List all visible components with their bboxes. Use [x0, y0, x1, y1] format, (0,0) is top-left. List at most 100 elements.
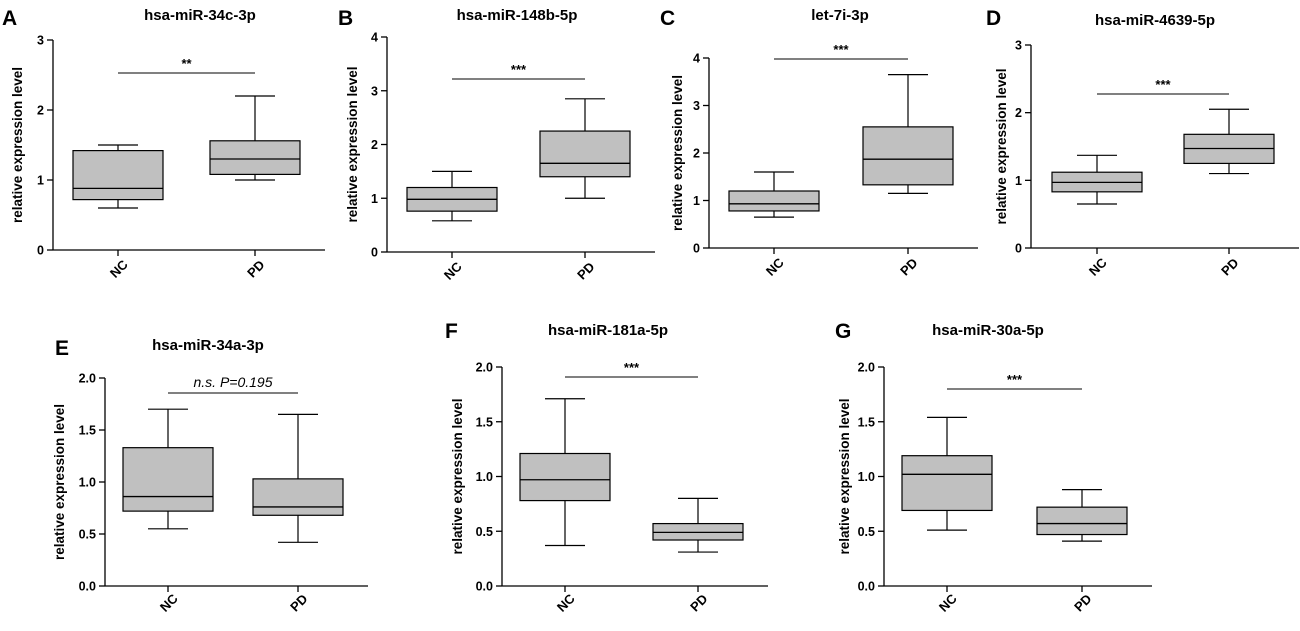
y-tick-label: 0.0: [79, 580, 96, 594]
significance-label: n.s. P=0.195: [193, 374, 272, 390]
y-tick-label: 1.0: [858, 470, 875, 484]
y-tick-label: 1: [1015, 174, 1022, 188]
panel-letter: C: [660, 7, 675, 30]
x-tick-label: PD: [687, 591, 710, 614]
box-iqr: [862, 126, 954, 186]
y-tick-label: 0.5: [858, 525, 875, 539]
y-tick-label: 1: [693, 194, 700, 208]
significance-label: ***: [833, 42, 849, 57]
significance-label: ***: [1007, 372, 1023, 387]
box-pd: [862, 74, 954, 194]
x-tick-label: PD: [1071, 591, 1094, 614]
panel-letter: G: [835, 320, 851, 343]
panel-letter: D: [986, 7, 1001, 30]
y-tick-label: 2.0: [476, 361, 493, 375]
box-pd: [1183, 108, 1275, 175]
x-tick-label: PD: [244, 257, 267, 280]
x-tick-label: PD: [897, 255, 920, 278]
box-iqr: [72, 150, 164, 201]
y-axis-label: relative expression level: [450, 398, 465, 554]
panel-letter: B: [338, 7, 353, 30]
y-axis-label: relative expression level: [52, 404, 67, 560]
y-tick-label: 3: [37, 34, 44, 48]
box-pd: [209, 95, 301, 181]
box-iqr: [252, 478, 344, 516]
significance-label: ***: [1155, 77, 1171, 92]
y-tick-label: 1.5: [476, 415, 493, 429]
y-tick-label: 2: [693, 147, 700, 161]
significance-label: ***: [624, 360, 640, 375]
x-tick-label: NC: [157, 590, 181, 614]
panel-letter: F: [445, 320, 458, 343]
chart-title: hsa-miR-30a-5p: [932, 322, 1044, 339]
x-tick-label: PD: [574, 259, 597, 282]
y-tick-label: 0: [693, 242, 700, 256]
y-tick-label: 3: [371, 84, 378, 98]
chart-title: hsa-miR-4639-5p: [1095, 12, 1215, 29]
box-iqr: [539, 130, 631, 178]
significance-label: **: [181, 56, 192, 71]
y-tick-label: 2: [371, 138, 378, 152]
box-iqr: [209, 140, 301, 176]
y-tick-label: 0: [1015, 242, 1022, 256]
significance-label: ***: [511, 62, 527, 77]
y-tick-label: 4: [693, 52, 700, 66]
box-nc: [728, 171, 820, 218]
y-axis-label: relative expression level: [994, 68, 1009, 224]
x-tick-label: NC: [554, 590, 578, 614]
y-tick-label: 0.5: [79, 528, 96, 542]
y-axis-label: relative expression level: [10, 67, 25, 223]
y-tick-label: 2.0: [858, 361, 875, 375]
box-nc: [901, 416, 993, 531]
box-iqr: [1036, 506, 1128, 536]
y-tick-label: 0: [37, 244, 44, 258]
y-tick-label: 2: [37, 104, 44, 118]
y-tick-label: 1.5: [79, 424, 96, 438]
box-iqr: [519, 452, 611, 502]
y-tick-label: 1: [371, 192, 378, 206]
x-tick-label: PD: [287, 591, 310, 614]
y-tick-label: 1.0: [79, 476, 96, 490]
y-tick-label: 0.0: [858, 580, 875, 594]
box-iqr: [901, 455, 993, 512]
y-tick-label: 3: [693, 99, 700, 113]
chart-title: let-7i-3p: [811, 7, 869, 24]
y-tick-label: 4: [371, 31, 378, 45]
y-axis-label: relative expression level: [670, 75, 685, 231]
y-tick-label: 2: [1015, 106, 1022, 120]
box-nc: [122, 408, 214, 530]
x-tick-label: NC: [107, 256, 131, 280]
x-tick-label: NC: [1086, 254, 1110, 278]
y-tick-label: 0.5: [476, 525, 493, 539]
x-tick-label: NC: [441, 258, 465, 282]
y-axis-label: relative expression level: [345, 66, 360, 222]
y-tick-label: 0: [371, 246, 378, 260]
panel-letter: A: [2, 7, 17, 30]
box-iqr: [728, 190, 820, 212]
y-tick-label: 2.0: [79, 372, 96, 386]
box-iqr: [122, 447, 214, 512]
y-tick-label: 1: [37, 174, 44, 188]
chart-title: hsa-miR-34c-3p: [144, 7, 256, 24]
chart-title: hsa-miR-34a-3p: [152, 337, 264, 354]
box-nc: [519, 398, 611, 547]
box-nc: [1051, 154, 1143, 205]
y-tick-label: 1.0: [476, 470, 493, 484]
panel-letter: E: [55, 337, 69, 360]
chart-title: hsa-miR-181a-5p: [548, 322, 668, 339]
x-tick-label: NC: [936, 590, 960, 614]
y-axis-label: relative expression level: [837, 398, 852, 554]
x-tick-label: PD: [1218, 255, 1241, 278]
chart-title: hsa-miR-148b-5p: [457, 7, 578, 24]
box-pd: [539, 98, 631, 199]
y-tick-label: 3: [1015, 39, 1022, 53]
box-nc: [72, 144, 164, 209]
box-pd: [652, 497, 744, 553]
